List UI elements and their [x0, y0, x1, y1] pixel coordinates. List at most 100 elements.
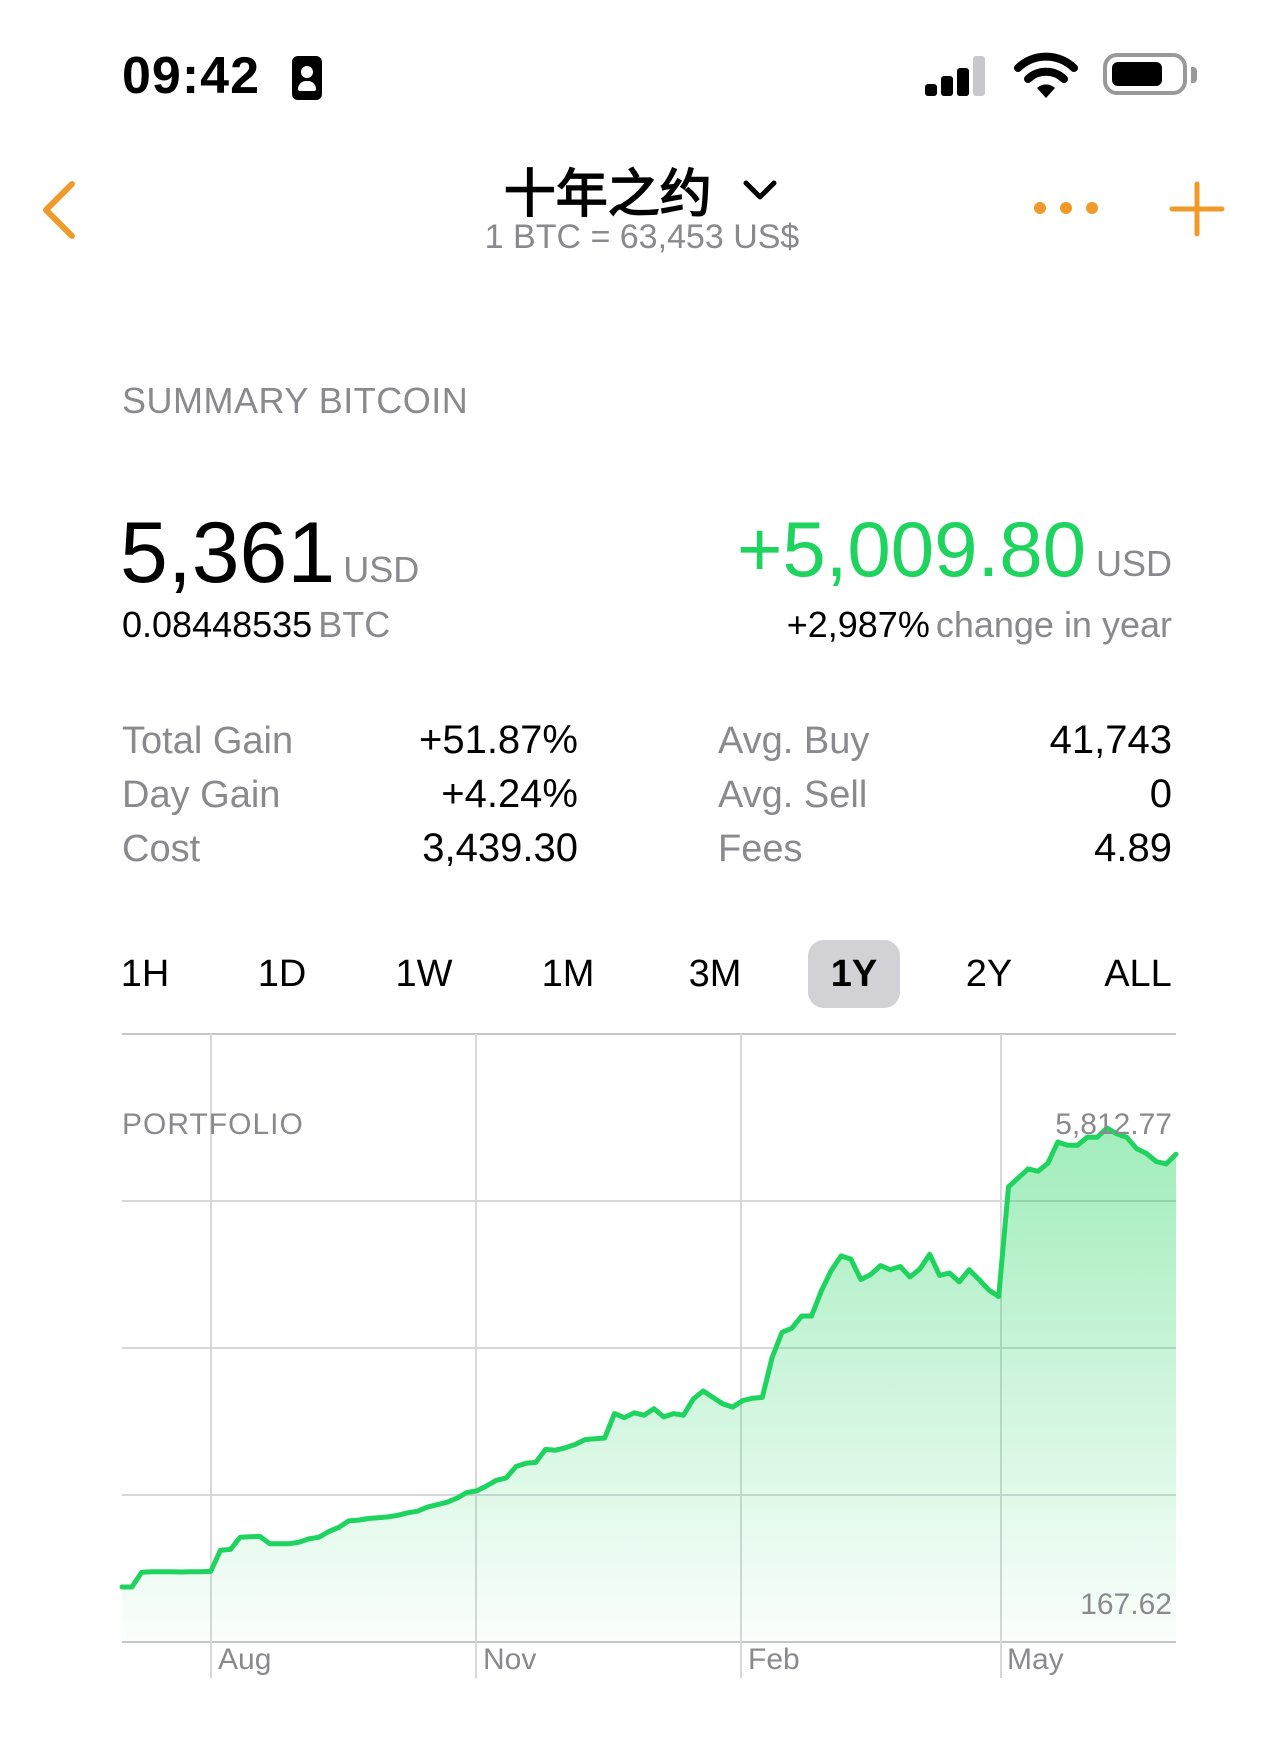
chart-point — [603, 1436, 607, 1440]
year-change-percent: +2,987% change in year — [787, 604, 1172, 646]
portfolio-value: 5,361 USD — [120, 504, 419, 603]
range-1y[interactable]: 1Y — [808, 940, 900, 1008]
chart-point — [347, 1519, 351, 1523]
btc-amount: 0.08448535 — [122, 604, 313, 645]
stat-cost-label: Cost — [122, 828, 201, 870]
chart-point — [504, 1476, 508, 1480]
range-1d[interactable]: 1D — [257, 953, 307, 995]
chart-point — [1066, 1143, 1070, 1147]
stat-total-gain-label: Total Gain — [122, 720, 294, 762]
chart-point — [938, 1273, 942, 1277]
chart-point — [288, 1542, 291, 1546]
chart-point — [1016, 1176, 1020, 1180]
chart-point — [829, 1269, 833, 1272]
chart-point — [1144, 1151, 1148, 1155]
chart-label: PORTFOLIO — [122, 1108, 304, 1141]
range-1m[interactable]: 1M — [541, 953, 595, 995]
range-1h[interactable]: 1H — [120, 953, 170, 995]
btc-holding: 0.08448535 BTC — [122, 604, 390, 646]
chart-point — [928, 1252, 932, 1256]
portfolio-value-unit: USD — [343, 549, 420, 590]
chart-point — [918, 1267, 922, 1271]
chart-point — [1085, 1135, 1089, 1139]
chart-point — [475, 1489, 479, 1493]
chart-point — [869, 1273, 873, 1277]
chart-point — [485, 1484, 488, 1488]
chart-point — [524, 1461, 528, 1465]
chart-point — [553, 1448, 557, 1452]
chart-point — [199, 1570, 203, 1574]
chart-point — [150, 1570, 154, 1574]
chart-point — [219, 1548, 222, 1552]
chart-point — [1135, 1147, 1139, 1151]
chart-point — [494, 1478, 498, 1482]
chart-point — [662, 1415, 666, 1419]
chart-point — [800, 1314, 804, 1318]
add-icon[interactable] — [1168, 180, 1226, 238]
chart-point — [1026, 1167, 1030, 1171]
chart-point — [888, 1268, 892, 1272]
wifi-icon — [1014, 52, 1078, 98]
stat-fees-value: 4.89 — [1094, 826, 1172, 870]
chart-point — [879, 1264, 882, 1268]
chart-point — [376, 1516, 380, 1520]
chart-point — [1095, 1135, 1099, 1139]
battery-cap — [1191, 67, 1197, 83]
chart-point — [386, 1515, 390, 1519]
chart-area-fill — [122, 1128, 1176, 1642]
chart-point — [750, 1396, 754, 1400]
chart-point — [760, 1395, 764, 1399]
portfolio-title-selector[interactable]: 十年之约 — [0, 152, 1284, 227]
chart-point — [159, 1570, 163, 1574]
chart-point — [1036, 1169, 1040, 1173]
stat-avg-buy-label: Avg. Buy — [718, 720, 870, 762]
btc-rate: 1 BTC = 63,453 US$ — [484, 218, 800, 256]
chart-point — [898, 1265, 902, 1268]
chart-point — [268, 1542, 272, 1546]
chart-point — [691, 1397, 695, 1401]
chart-point — [337, 1526, 341, 1529]
range-1w[interactable]: 1W — [395, 953, 453, 995]
range-3m[interactable]: 3M — [688, 953, 742, 995]
chart-point — [278, 1542, 282, 1546]
x-label-feb: Feb — [748, 1643, 800, 1676]
portfolio-chart[interactable] — [0, 1020, 1284, 1700]
chart-point — [819, 1289, 823, 1293]
portfolio-value-amount: 5,361 — [120, 505, 336, 601]
stat-day-gain-label: Day Gain — [122, 774, 281, 816]
stat-avg-sell-label: Avg. Sell — [718, 774, 868, 816]
chart-point — [711, 1395, 715, 1399]
x-label-aug: Aug — [218, 1643, 272, 1676]
chart-point — [1115, 1132, 1119, 1136]
range-all[interactable]: ALL — [1104, 953, 1172, 995]
chart-point — [967, 1268, 971, 1272]
chart-point — [642, 1413, 646, 1417]
chart-point — [987, 1288, 991, 1292]
chart-point — [514, 1465, 518, 1468]
chart-point — [947, 1271, 951, 1275]
chart-point — [209, 1569, 213, 1573]
stat-total-gain-value: +51.87% — [418, 718, 578, 762]
chart-point — [435, 1503, 439, 1507]
chart-point — [307, 1537, 311, 1541]
chart-series-line — [119, 1125, 1179, 1590]
chart-point — [770, 1356, 774, 1359]
chart-point — [366, 1517, 370, 1520]
chart-point — [790, 1326, 794, 1330]
chart-point — [120, 1585, 124, 1589]
back-chevron-icon[interactable] — [36, 178, 80, 242]
x-label-nov: Nov — [483, 1643, 537, 1676]
chart-point — [977, 1278, 981, 1281]
chart-point — [317, 1535, 321, 1539]
stat-avg-buy-value: 41,743 — [1049, 718, 1172, 762]
more-options-icon[interactable] — [1030, 198, 1106, 218]
chart-point — [632, 1411, 636, 1415]
chart-point — [682, 1413, 685, 1417]
chart-point — [544, 1447, 548, 1451]
stat-day-gain-value: +4.24% — [441, 772, 578, 816]
chart-point — [465, 1491, 469, 1494]
chart-point — [583, 1438, 587, 1442]
chart-point — [356, 1518, 360, 1522]
range-2y[interactable]: 2Y — [965, 953, 1013, 995]
chart-point — [563, 1446, 567, 1450]
